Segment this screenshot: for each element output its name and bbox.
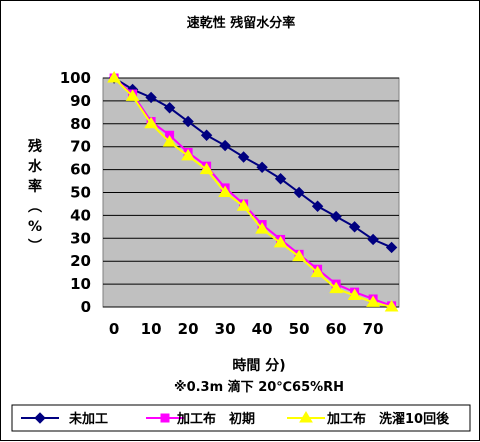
y-tick-label: 70 [70,138,91,156]
data-point [125,89,140,101]
legend-label: 加工布 洗濯10回後 [326,411,450,427]
legend-box [11,404,471,432]
data-point [299,411,313,423]
series-line [113,77,392,249]
data-point [199,162,214,175]
x-tick-label: 50 [289,320,310,338]
x-tick-labels: 0 10 20 30 40 50 60 70 [109,320,384,338]
y-tick-label: 30 [70,229,91,247]
data-point [366,295,380,307]
data-point [310,265,325,278]
data-point [384,300,399,312]
x-tick-label: 60 [326,320,347,338]
data-point [200,129,213,141]
data-point [163,102,176,114]
data-point [219,139,231,152]
x-axis-label: 時間 分) [232,357,285,374]
x-tick-label: 20 [178,320,199,338]
data-point [255,222,269,234]
data-point [256,161,268,174]
data-point [330,210,342,223]
data-point [162,135,177,147]
legend-entry-2: 加工布 初期 [146,411,255,427]
y-tick-label: 20 [70,252,91,270]
y-tick-label: 50 [70,184,91,202]
data-point [273,235,288,248]
series-line [113,77,392,308]
y-tick-label: 10 [70,275,91,293]
data-point [145,91,157,104]
data-point [236,199,251,211]
data-point [182,115,194,128]
series-3 [107,71,399,312]
legend-entry-3: 加工布 洗濯10回後 [287,411,450,427]
data-point [144,116,158,129]
data-point [367,233,379,246]
legend: 未加工 加工布 初期 加工布 洗濯10回後 [21,411,450,427]
x-tick-label: 30 [215,320,236,338]
data-point [292,249,306,262]
measurement-note: ※0.3m 滴下 20℃65%RH [174,379,344,395]
y-tick-label: 60 [70,161,91,179]
data-point [329,281,343,294]
data-point [218,185,232,197]
data-point [34,412,46,424]
data-point [274,173,287,185]
y-tick-labels: 0 10 20 30 40 50 60 70 80 90 100 [60,69,91,316]
y-axis-label: 残水率︵% ︶ [27,138,43,255]
legend-entry-1: 未加工 [21,411,108,427]
y-tick-label: 100 [60,69,91,87]
data-point [237,151,250,163]
data-point [293,186,305,199]
y-tick-label: 40 [70,206,91,224]
data-point [160,413,170,423]
data-point [107,71,121,83]
data-point [385,241,398,254]
y-tick-label: 90 [70,92,91,110]
data-point [311,200,324,212]
x-tick-label: 40 [252,320,273,338]
x-tick-label: 10 [141,320,162,338]
data-point [348,221,361,233]
legend-label: 未加工 [68,411,108,427]
x-tick-label: 70 [363,320,384,338]
series-layer [107,71,399,312]
x-tick-label: 0 [109,320,119,338]
y-tick-label: 0 [81,298,91,316]
data-point [181,148,195,161]
series-line [113,77,392,307]
chart-title: 速乾性 残留水分率 [187,15,296,31]
data-point [347,288,362,301]
y-tick-label: 80 [70,115,91,133]
legend-label: 加工布 初期 [176,411,255,427]
